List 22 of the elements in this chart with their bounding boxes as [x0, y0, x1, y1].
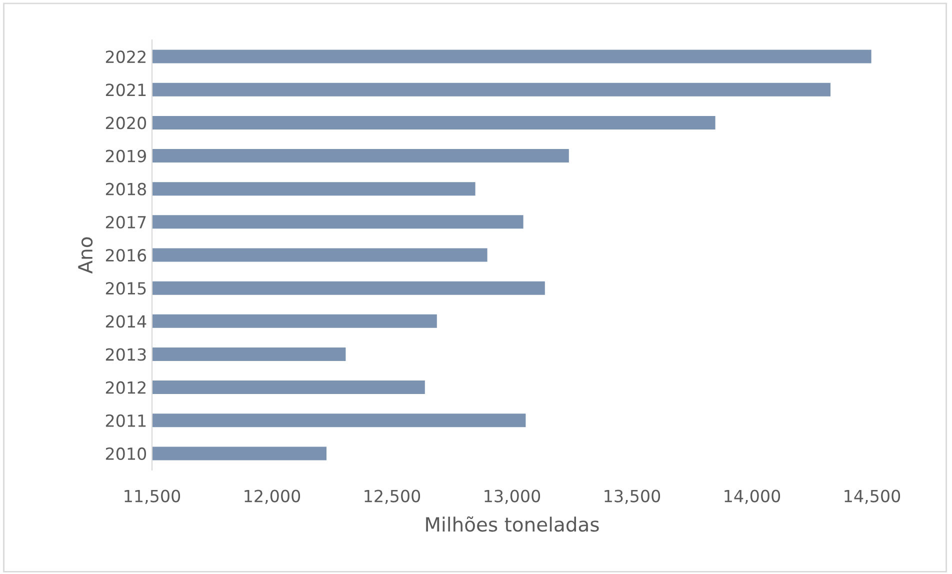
x-tick-label: 11,500	[124, 490, 180, 504]
y-tick-label: 2018	[106, 182, 146, 196]
y-tick-label: 2020	[106, 116, 146, 130]
y-axis-title: Ano	[78, 237, 93, 274]
y-tick-label: 2016	[106, 248, 146, 262]
x-tick-label: 12,000	[244, 490, 300, 504]
y-tick-label: 2022	[106, 50, 146, 64]
y-tick-label: 2014	[106, 315, 146, 328]
y-tick-label: 2010	[106, 447, 146, 460]
y-tick-label: 2021	[106, 84, 146, 96]
x-tick-label: 14,000	[724, 490, 780, 504]
x-tick-label: 13,000	[484, 490, 540, 504]
y-tick-label: 2019	[106, 150, 146, 162]
y-tick-label: 2015	[106, 282, 146, 295]
x-tick-label: 14,500	[844, 490, 900, 504]
x-tick-label: 13,500	[604, 490, 660, 504]
y-tick-label: 2012	[106, 381, 146, 394]
y-tick-label: 2011	[106, 414, 146, 427]
x-tick-label: 12,500	[364, 490, 420, 504]
x-axis-title: Milhões toneladas	[426, 516, 599, 532]
y-tick-label: 2013	[106, 348, 146, 361]
y-tick-label: 2017	[106, 216, 146, 228]
